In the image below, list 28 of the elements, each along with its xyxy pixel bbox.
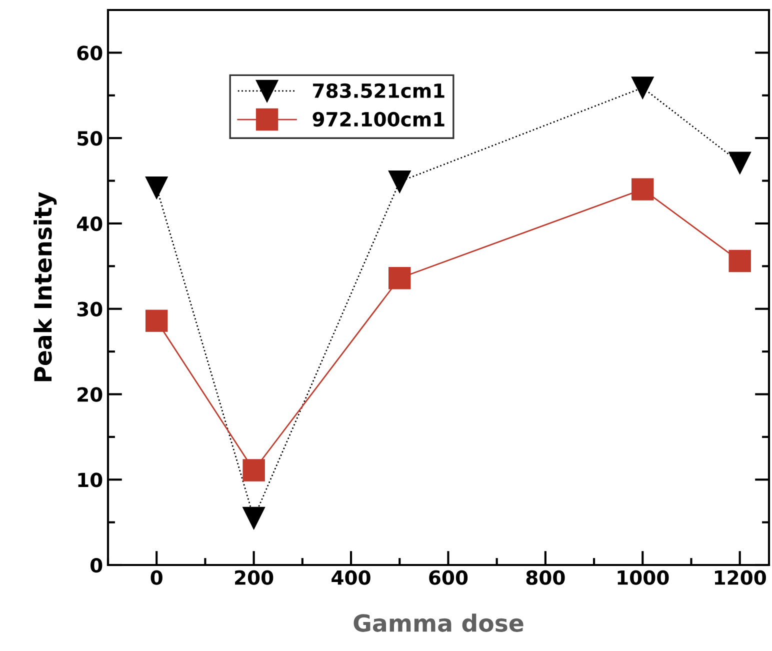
x-tick-label: 0 — [150, 570, 162, 585]
x-axis-title: Gamma dose — [354, 614, 524, 632]
x-tick-label: 600 — [429, 570, 468, 585]
point — [388, 266, 411, 290]
y-tick-label: 40 — [76, 216, 102, 232]
point — [388, 170, 411, 193]
x-tick-label: 400 — [332, 570, 370, 585]
point — [242, 506, 265, 530]
y-tick-label: 60 — [77, 46, 102, 60]
y-axis-title: Peak Intensity — [34, 192, 57, 382]
x-tick-label: 1200 — [714, 570, 766, 585]
point — [728, 250, 751, 272]
y-tick-label: 0 — [90, 558, 102, 573]
x-tick-label: 1000 — [618, 570, 669, 585]
x-tick-label: 200 — [235, 570, 274, 585]
y-tick-label: 30 — [77, 302, 102, 317]
y-tick-label: 50 — [78, 131, 102, 146]
x-tick-label: 800 — [526, 570, 565, 585]
legend-label: 972.100cm1 — [312, 112, 444, 127]
legend-label: 783.521cm1 — [313, 83, 444, 98]
y-tick-label: 10 — [78, 472, 102, 488]
y-tick-label: 20 — [78, 387, 102, 402]
point — [728, 152, 751, 174]
point — [145, 310, 168, 332]
point — [242, 459, 265, 482]
point — [632, 76, 654, 99]
point — [145, 176, 168, 199]
point — [632, 178, 654, 200]
